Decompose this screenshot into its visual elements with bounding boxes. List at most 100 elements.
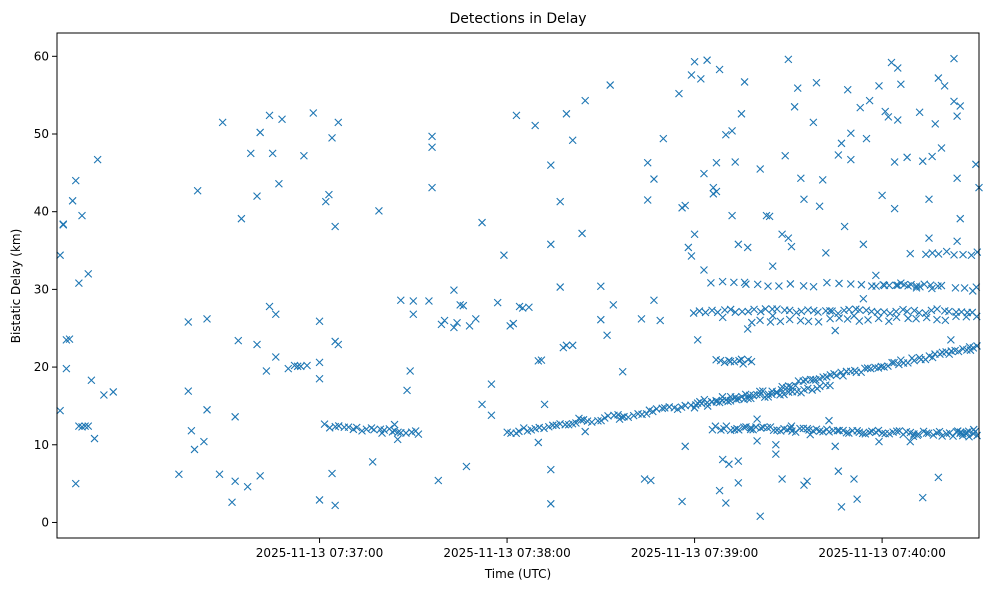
detection-point [903, 153, 912, 162]
detection-point [587, 418, 596, 427]
detection-point [925, 195, 933, 204]
detection-point [865, 96, 874, 105]
detection-point [265, 111, 274, 120]
detection-point [275, 179, 283, 188]
detection-point [358, 426, 366, 435]
detection-point [739, 360, 748, 368]
detection-point [721, 499, 730, 507]
detection-point [808, 386, 817, 394]
detection-point [278, 115, 286, 124]
detection-point [871, 271, 880, 280]
detection-point [756, 390, 764, 399]
detection-point [875, 81, 883, 90]
detection-point [764, 390, 773, 398]
detection-point [910, 356, 919, 365]
detection-point [924, 429, 933, 438]
x-tick-label: 2025-11-13 07:38:00 [443, 546, 570, 560]
detection-point [904, 314, 913, 323]
detection-point [708, 306, 716, 315]
detection-point [843, 315, 852, 323]
detection-point [892, 281, 901, 290]
detection-point [863, 364, 872, 372]
detection-point [434, 476, 443, 485]
detection-point [956, 428, 965, 437]
detection-point [731, 393, 740, 402]
detection-point [562, 109, 571, 118]
detection-point [265, 302, 274, 311]
detection-point [81, 422, 90, 431]
detection-point [942, 429, 951, 438]
detection-point [450, 286, 458, 295]
detection-point [515, 427, 523, 436]
detection-point [234, 336, 243, 345]
detection-point [643, 196, 652, 204]
detection-point [478, 400, 486, 409]
detection-point [681, 442, 690, 451]
detection-point [493, 298, 502, 307]
y-tick-label: 30 [34, 282, 49, 296]
detection-point [756, 316, 764, 325]
detection-point [352, 423, 361, 432]
detection-point [684, 243, 693, 252]
detection-point [874, 426, 883, 435]
detection-point [831, 442, 840, 451]
detection-point [758, 387, 767, 395]
detection-point [640, 475, 649, 483]
detection-point [597, 416, 606, 425]
detection-point [766, 318, 775, 326]
detection-point [546, 240, 555, 249]
detection-point [764, 282, 772, 291]
detection-point [968, 287, 977, 295]
detection-point [228, 498, 236, 507]
detection-point [93, 155, 102, 164]
detection-point [478, 218, 486, 227]
detection-point [743, 243, 752, 252]
detection-point [812, 78, 821, 87]
detection-point [393, 435, 402, 444]
detection-point [658, 404, 667, 413]
detection-point [344, 423, 353, 432]
detection-point [331, 501, 340, 510]
detection-point [718, 455, 727, 464]
detection-point [884, 317, 893, 326]
detection-point [300, 151, 308, 160]
y-tick-label: 40 [34, 205, 49, 219]
detection-point [775, 282, 783, 290]
detection-point [880, 308, 889, 316]
detection-point [540, 424, 548, 433]
detection-point [859, 240, 868, 249]
detection-point [785, 306, 794, 315]
detection-point [768, 311, 777, 320]
detection-point [785, 315, 794, 324]
y-tick-label: 10 [34, 438, 49, 452]
detection-point [814, 308, 822, 316]
detection-point [746, 425, 755, 434]
detection-point [834, 151, 843, 159]
detection-point [929, 431, 938, 439]
detection-point [890, 204, 899, 213]
detection-point [703, 56, 711, 65]
detection-point [462, 462, 471, 471]
detection-point [740, 78, 749, 86]
detection-point [396, 296, 405, 305]
detection-point [906, 249, 915, 258]
detection-point [701, 308, 710, 317]
detection-point [826, 314, 834, 323]
detection-point [406, 367, 415, 375]
detection-point [321, 197, 330, 206]
detection-point [728, 211, 736, 220]
detection-point [964, 427, 973, 436]
detection-point [296, 362, 305, 371]
detection-point [826, 381, 834, 390]
detection-point [826, 307, 834, 315]
detection-point [700, 266, 708, 274]
detection-point [687, 252, 696, 260]
detection-point [886, 309, 895, 318]
detection-point [378, 429, 386, 438]
detection-point [809, 118, 818, 127]
detection-point [784, 55, 793, 64]
detection-point [271, 310, 280, 319]
detection-point [734, 478, 743, 487]
detection-point [689, 309, 698, 317]
